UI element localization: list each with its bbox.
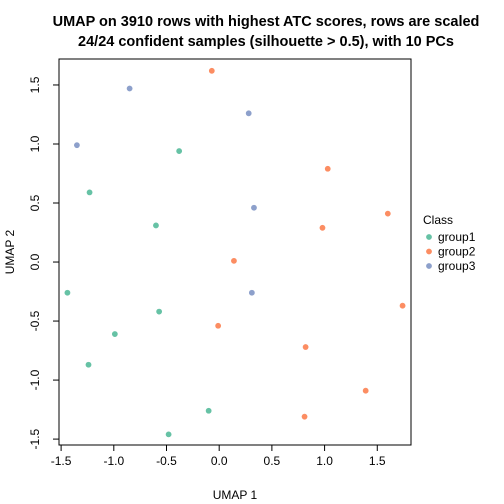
legend-label-group1: group1 bbox=[438, 230, 476, 244]
data-points bbox=[64, 67, 406, 438]
legend-marker-group3 bbox=[426, 263, 432, 269]
point-group1 bbox=[165, 431, 172, 438]
legend-label-group2: group2 bbox=[438, 245, 476, 259]
chart-title-line-1: UMAP on 3910 rows with highest ATC score… bbox=[53, 14, 480, 30]
point-group2 bbox=[319, 224, 326, 231]
x-tick-label: -0.5 bbox=[156, 454, 177, 468]
point-group3 bbox=[126, 85, 133, 92]
y-tick-label: 1.5 bbox=[28, 76, 42, 93]
point-group2 bbox=[215, 322, 222, 329]
legend-title: Class bbox=[423, 213, 453, 227]
chart-title-line-2: 24/24 confident samples (silhouette > 0.… bbox=[78, 34, 454, 50]
y-tick-label: 0.0 bbox=[28, 253, 42, 270]
y-tick-label: 0.5 bbox=[28, 194, 42, 211]
y-tick-label: -1.0 bbox=[28, 369, 42, 390]
point-group1 bbox=[86, 189, 93, 196]
point-group2 bbox=[362, 387, 369, 394]
point-group3 bbox=[251, 204, 257, 211]
point-group3 bbox=[248, 289, 255, 296]
x-axis-label: UMAP 1 bbox=[213, 488, 258, 502]
point-group2 bbox=[302, 344, 309, 350]
x-tick-label: 1.0 bbox=[316, 454, 333, 468]
point-group1 bbox=[153, 222, 159, 229]
point-group2 bbox=[301, 413, 308, 420]
point-group1 bbox=[111, 331, 118, 337]
x-axis: -1.5 -1.0 -0.5 0.0 0.5 1.0 1.5 bbox=[51, 444, 386, 468]
point-group2 bbox=[231, 257, 237, 264]
point-group2 bbox=[324, 165, 331, 172]
point-group2 bbox=[399, 302, 406, 309]
point-group1 bbox=[85, 361, 92, 368]
point-group1 bbox=[176, 148, 183, 154]
x-tick-label: 1.5 bbox=[369, 454, 386, 468]
point-group1 bbox=[64, 289, 71, 296]
point-group1 bbox=[205, 407, 212, 414]
x-tick-label: 0.5 bbox=[264, 454, 281, 468]
legend-marker-group1 bbox=[426, 234, 432, 240]
y-axis: -1.5 -1.0 -0.5 0.0 0.5 1.0 1.5 bbox=[28, 76, 60, 449]
x-tick-label: -1.0 bbox=[103, 454, 124, 468]
plot-area-box bbox=[58, 58, 412, 446]
point-group2 bbox=[208, 67, 215, 74]
legend-label-group3: group3 bbox=[438, 259, 476, 273]
point-group3 bbox=[74, 142, 80, 149]
x-tick-label: 0.0 bbox=[211, 454, 228, 468]
y-tick-label: -0.5 bbox=[28, 310, 42, 331]
y-axis-label: UMAP 2 bbox=[3, 229, 17, 274]
x-tick-label: -1.5 bbox=[51, 454, 72, 468]
point-group3 bbox=[245, 110, 252, 117]
point-group1 bbox=[156, 308, 163, 315]
y-tick-label: -1.5 bbox=[28, 428, 42, 449]
legend-marker-group2 bbox=[426, 248, 432, 255]
y-tick-label: 1.0 bbox=[28, 135, 42, 152]
point-group2 bbox=[384, 210, 391, 217]
